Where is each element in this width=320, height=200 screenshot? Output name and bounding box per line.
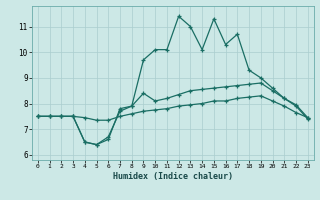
X-axis label: Humidex (Indice chaleur): Humidex (Indice chaleur) (113, 172, 233, 181)
